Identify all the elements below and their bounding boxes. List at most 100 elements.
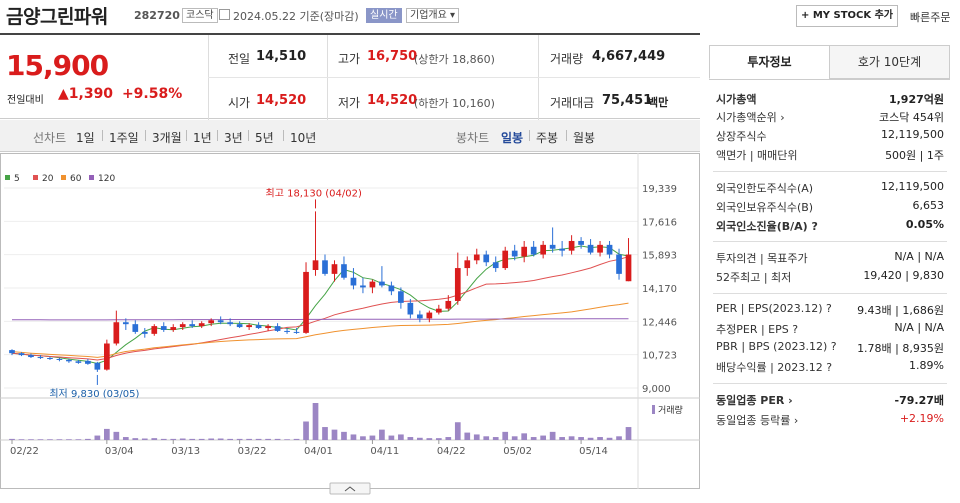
invest-row-value: 500원 | 1주 [885, 149, 944, 162]
invest-row-label: 외국인보유주식수(B) [716, 201, 814, 214]
candle-body [502, 250, 509, 269]
tab-divider [145, 130, 146, 141]
volume-bar [360, 436, 366, 440]
company-info-dropdown[interactable]: 기업개요 ▾ [406, 8, 459, 23]
tab-divider [186, 130, 187, 141]
candle-body [37, 357, 44, 359]
divider [208, 77, 700, 78]
volume-legend-swatch [652, 405, 655, 414]
period-tab[interactable]: 3개월 [152, 131, 182, 145]
price-summary: 15,900 전일대비 ▲1,390 +9.58% 전일 14,510 고가 1… [0, 33, 700, 120]
y-tick-label: 12,446 [642, 317, 677, 328]
candle-body [407, 302, 414, 315]
volume-bar [568, 436, 575, 440]
max-label: 최고 18,130 (04/02) [266, 187, 362, 199]
volume-bar [66, 439, 72, 440]
candle-body [104, 343, 110, 370]
candle-body [227, 322, 233, 325]
invest-row: 액면가 | 매매단위 500원 | 1주 [716, 147, 944, 165]
chart-toolbar: 선차트 1일 1주일 3개월 1년 3년 5년 10년 봉차트 일봉 주봉 월봉 [0, 120, 700, 152]
high-label: 고가 [338, 52, 361, 66]
y-tick-label: 15,893 [642, 251, 677, 262]
candle-body [597, 244, 603, 253]
period-tab[interactable]: 1년 [193, 131, 212, 145]
volume-bar [293, 438, 300, 440]
invest-row: 외국인보유주식수(B) 6,653 [716, 199, 944, 217]
invest-row: 투자의견 | 목표주가 N/A | N/A [716, 250, 944, 268]
candle-body [511, 250, 518, 257]
tab-invest-info[interactable]: 투자정보 [709, 45, 830, 79]
candle-body [379, 281, 385, 286]
volume-bar [113, 431, 120, 440]
candle-body [540, 244, 546, 255]
realtime-button[interactable]: 실시간 [366, 8, 402, 23]
volume-bar [606, 437, 613, 440]
invest-row-label: PER | EPS(2023.12) ? [716, 302, 832, 315]
candle-period-tab[interactable]: 일봉 [501, 131, 524, 145]
invest-row-label: 52주최고 | 최저 [716, 271, 792, 284]
volume-bar [151, 438, 158, 440]
volume-bar [388, 435, 395, 440]
upper-limit: (상한가 18,860) [414, 53, 495, 66]
invest-row-value: 6,653 [912, 199, 945, 212]
candle-period-tab[interactable]: 월봉 [573, 131, 596, 145]
tab-divider [529, 130, 530, 141]
candle-body [151, 326, 158, 334]
volume-bar [160, 438, 167, 440]
period-tab[interactable]: 1주일 [109, 131, 139, 145]
volume-bar [104, 428, 110, 440]
period-tab[interactable]: 5년 [255, 131, 274, 145]
invest-row: 배당수익률 | 2023.12 ? 1.89% [716, 359, 944, 377]
tab-divider [217, 130, 218, 141]
candle-body [255, 325, 262, 329]
candle-body [28, 355, 34, 358]
tab-divider [283, 130, 284, 141]
candle-period-tab[interactable]: 주봉 [536, 131, 559, 145]
volume-bar [198, 438, 205, 440]
volume-bar [616, 436, 622, 440]
volume-bar [170, 438, 177, 440]
volume-bar [28, 439, 34, 440]
base-date: 2024.05.22 기준(장마감) [233, 10, 359, 23]
period-tab[interactable]: 10년 [290, 131, 317, 145]
x-tick-label: 03/22 [238, 446, 267, 457]
candle-body [208, 320, 215, 324]
volume-bar [85, 438, 91, 440]
period-tab[interactable]: 1일 [76, 131, 95, 145]
volume-legend-label: 거래량 [658, 404, 683, 416]
price-chart[interactable]: 19,339 17,616 15,893 14,170 12,446 10,723 9,00… [0, 153, 700, 500]
candle-chart-label: 봉차트 [456, 131, 490, 145]
tab-quote-10[interactable]: 호가 10단계 [829, 45, 950, 79]
x-tick-label: 04/22 [437, 446, 466, 457]
legend-swatch [5, 175, 10, 180]
legend-swatch [61, 175, 66, 180]
invest-row: 외국인소진율(B/A) ? 0.05% [716, 218, 944, 236]
invest-row-label: 외국인한도주식수(A) [716, 182, 814, 195]
invest-row-label: 동일업종 PER › [716, 394, 793, 407]
ma-line-60 [11, 302, 629, 358]
my-stock-add-button[interactable]: + MY STOCK 추가 [796, 5, 898, 27]
invest-row: 추정PER | EPS ? N/A | N/A [716, 321, 944, 339]
candle-body [189, 324, 196, 327]
volume-bar [75, 439, 82, 440]
volume-bar [217, 438, 224, 440]
quick-order-link[interactable]: 빠른주문 [910, 11, 951, 24]
volume-bar [398, 434, 404, 440]
trade-value: 75,451 [602, 93, 653, 108]
invest-row-value: 12,119,500 [881, 180, 944, 193]
period-tab[interactable]: 3년 [224, 131, 243, 145]
invest-row: 52주최고 | 최저 19,420 | 9,830 [716, 269, 944, 287]
invest-row-value: 1.89% [909, 359, 944, 372]
candle-body [578, 240, 584, 245]
volume-bar [426, 438, 433, 440]
volume-bar [94, 435, 101, 440]
volume-bar [255, 438, 262, 440]
candle-body [160, 326, 167, 330]
volume-bar [559, 437, 565, 440]
expand-handle[interactable] [329, 482, 371, 495]
change-percent: +9.58% [121, 86, 183, 102]
candle-body [435, 308, 442, 313]
open-value: 14,520 [256, 93, 307, 108]
volume-bar [350, 434, 357, 440]
volume-bar [47, 439, 53, 440]
